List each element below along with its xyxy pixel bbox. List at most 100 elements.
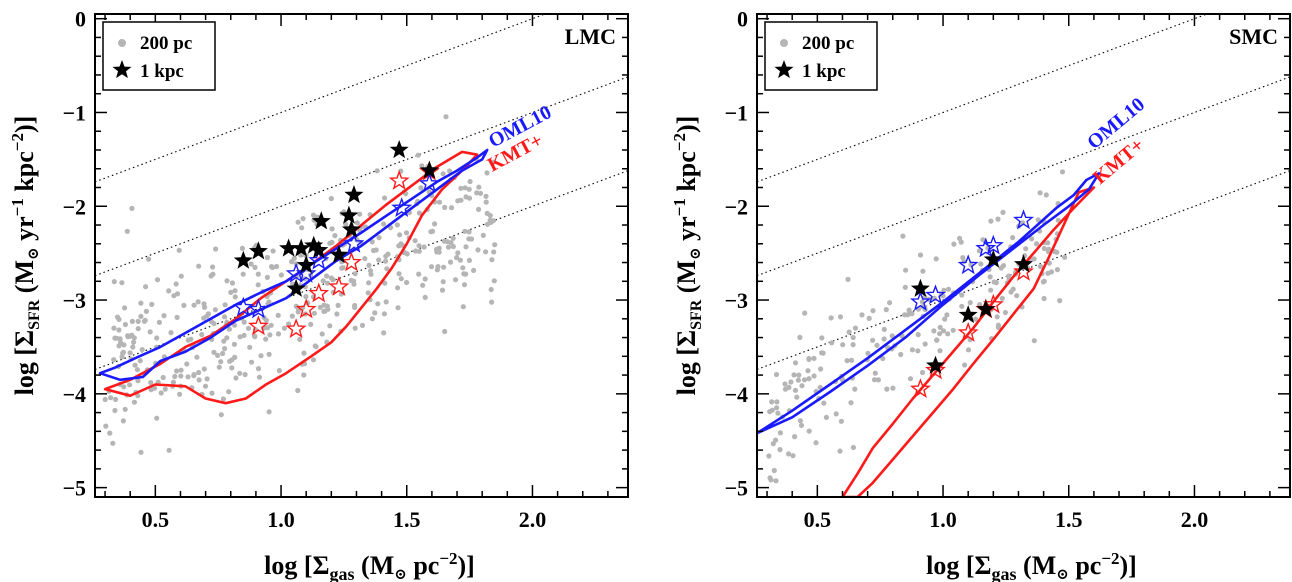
point-200pc [158,390,164,396]
point-200pc [213,246,219,252]
point-200pc [795,377,802,383]
point-200pc [383,258,389,264]
plot-area [95,14,628,455]
point-200pc [127,382,133,388]
point-200pc [907,376,914,382]
point-200pc [107,430,113,436]
point-200pc [435,264,441,270]
point-1kpc [304,235,324,254]
point-200pc [866,315,872,321]
point-1kpc [910,278,930,297]
point-200pc [201,301,207,307]
point-200pc [382,195,388,201]
point-200pc [428,264,435,270]
point-200pc [291,255,297,261]
point-200pc [439,287,446,293]
point-200pc [443,114,449,120]
point-200pc [229,357,235,363]
point-200pc [1041,278,1047,284]
x-tick-label: 2.0 [1181,507,1209,532]
x-tick-label: 0.5 [142,507,170,532]
point-200pc [201,366,207,372]
point-200pc [241,319,247,325]
reference-line [95,170,628,370]
point-200pc [806,356,812,362]
kmt-model-star [248,315,269,336]
point-200pc [937,348,943,354]
point-200pc [850,334,856,341]
point-200pc [416,271,422,277]
point-200pc [432,221,438,227]
point-200pc [224,278,230,284]
point-200pc [239,245,245,251]
oml10-model-star [248,298,269,319]
point-200pc [154,335,160,341]
point-200pc [483,199,489,205]
point-200pc [395,285,401,291]
point-200pc [156,319,162,325]
point-200pc [797,418,804,424]
point-200pc [903,267,909,273]
legend-marker-200pc [118,39,126,47]
kmt-model-star [910,378,931,399]
point-200pc [135,326,141,332]
point-200pc [122,321,128,328]
point-200pc [1059,169,1066,175]
point-200pc [987,274,993,280]
point-200pc [420,282,426,288]
legend-marker-1kpc [112,60,132,79]
point-200pc [174,368,180,374]
point-200pc [398,276,404,282]
point-200pc [1002,309,1009,316]
point-200pc [466,186,472,192]
point-200pc [178,273,184,279]
point-200pc [147,329,153,335]
point-200pc [1035,217,1041,223]
point-200pc [962,362,968,368]
point-200pc [490,159,497,165]
y-tick-label: −2 [62,194,86,219]
point-200pc [351,281,357,287]
point-200pc [813,440,819,446]
point-200pc [440,279,446,285]
kmt-model-star [295,298,317,319]
point-200pc [951,241,957,247]
point-200pc [137,358,143,364]
point-1kpc [309,240,329,259]
y-tick-label: −5 [724,476,748,501]
point-200pc [299,225,305,231]
point-200pc [991,279,997,285]
point-200pc [819,335,825,341]
point-200pc [369,316,375,322]
point-200pc [445,244,452,250]
point-200pc [308,321,314,327]
point-200pc [848,400,854,406]
point-200pc [442,204,448,210]
point-200pc [791,372,797,378]
point-200pc [263,336,269,342]
point-200pc [942,316,948,322]
point-200pc [328,195,334,202]
point-200pc [415,152,421,158]
point-200pc [846,329,852,335]
point-200pc [447,259,454,265]
point-200pc [396,243,402,249]
point-1kpc [958,305,978,324]
point-200pc [988,218,994,224]
point-200pc [1045,240,1051,246]
point-200pc [231,341,237,347]
point-200pc [116,327,122,333]
point-200pc [317,304,323,310]
point-200pc [418,185,424,191]
point-200pc [121,342,127,348]
point-200pc [267,332,273,338]
point-200pc [135,393,141,399]
point-200pc [782,381,788,387]
point-200pc [332,233,338,239]
point-200pc [220,396,226,402]
point-200pc [994,314,1000,320]
point-200pc [1023,246,1029,252]
point-200pc [474,190,480,196]
point-200pc [463,194,469,200]
point-200pc [467,178,473,185]
